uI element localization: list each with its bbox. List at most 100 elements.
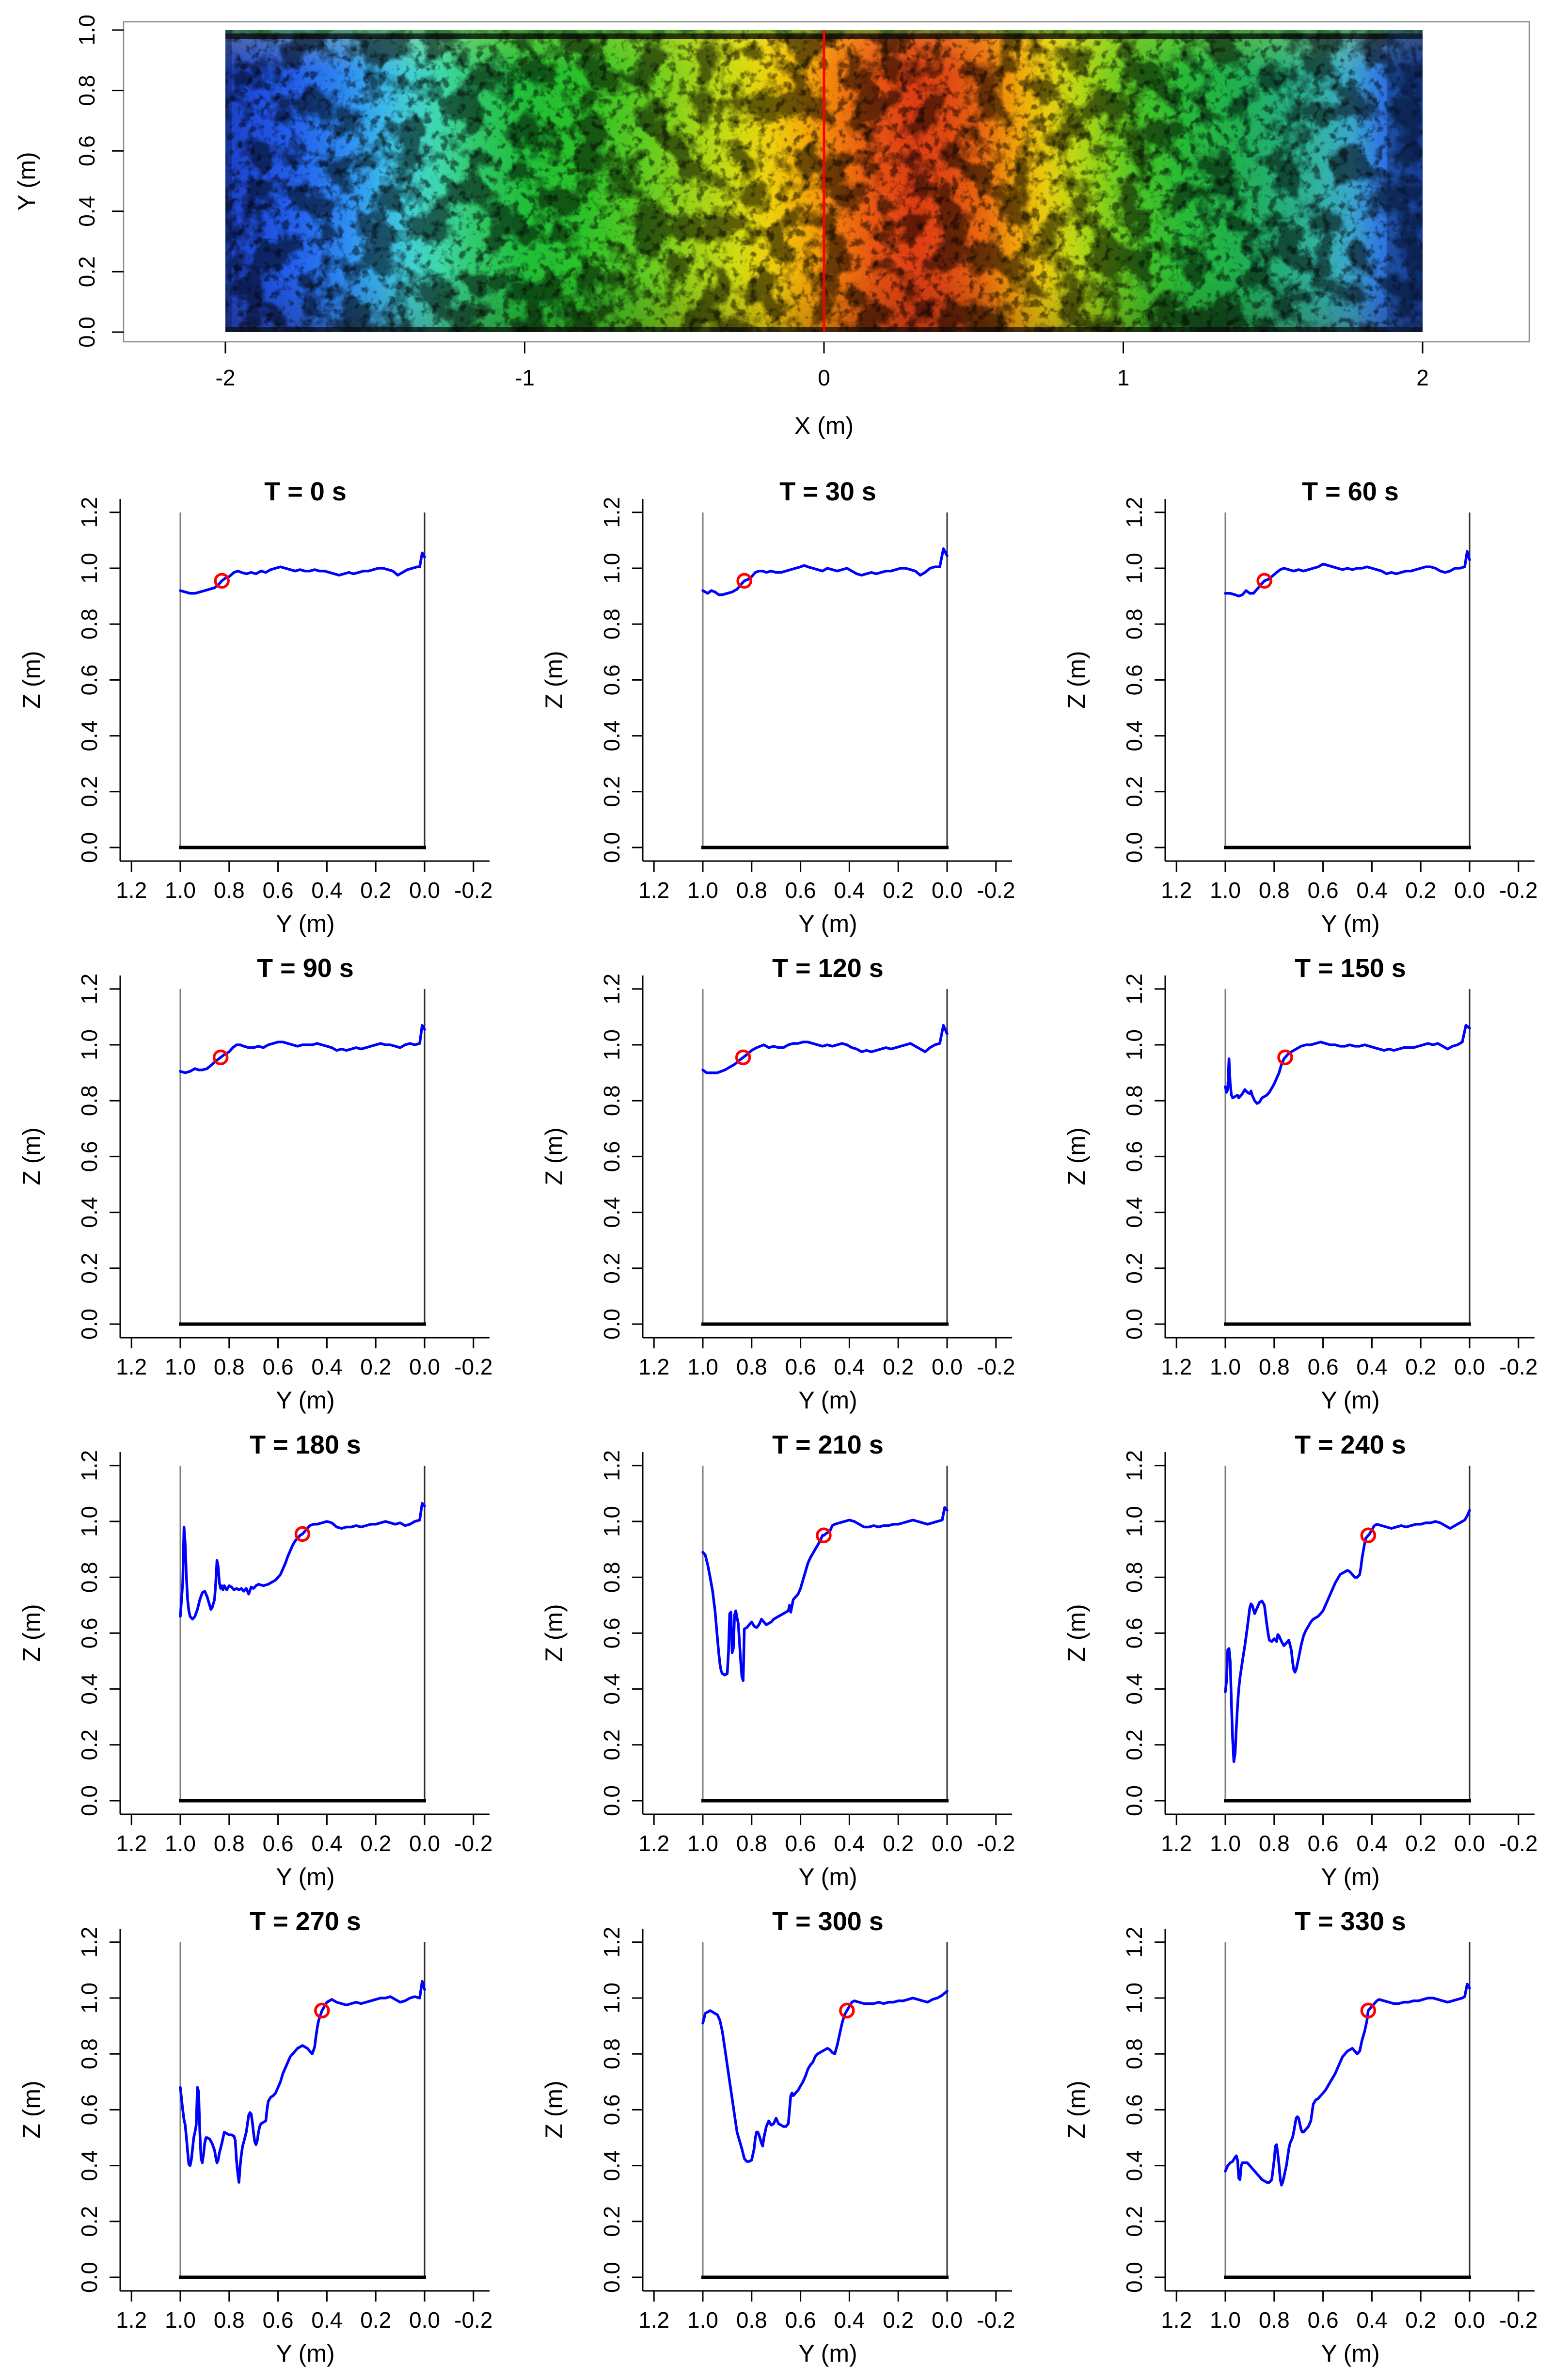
y-tick-label: 1.0: [1122, 1029, 1147, 1060]
x-tick-label: 0.4: [1356, 1354, 1387, 1379]
x-tick-label: 0.6: [785, 1354, 816, 1379]
x-tick-label: 1.2: [116, 1354, 147, 1379]
y-axis-title: Z (m): [1063, 651, 1090, 708]
x-tick-label: 0.2: [883, 1354, 914, 1379]
x-tick-label: 0.8: [214, 2307, 245, 2333]
y-tick-label: 0.8: [1122, 1562, 1147, 1593]
y-tick-label: 0.2: [599, 1253, 624, 1284]
y-tick-label: 1.2: [599, 1927, 624, 1958]
y-tick-label: 1.2: [77, 974, 102, 1005]
x-tick-label: 0.0: [1454, 1831, 1485, 1856]
y-tick-label: 1.2: [77, 1450, 102, 1481]
x-tick-label: 0.8: [1259, 2307, 1290, 2333]
subplot-title: T = 30 s: [779, 477, 876, 506]
y-tick-label: 0.4: [599, 2150, 624, 2181]
x-tick-label: 0.6: [1308, 2307, 1339, 2333]
profile-subplot-t0: T = 0 s 1.2 1.0 0.8 0.6 0.4 0.2 0.0 -0.2 0.0 0.2 0.…: [18, 477, 492, 937]
x-tick-label: 0.2: [1405, 878, 1436, 903]
x-tick-label: 0.6: [785, 2307, 816, 2333]
x-tick-label: 0.0: [409, 1354, 440, 1379]
profile-subplot-t150: T = 150 s 1.2 1.0 0.8 0.6 0.4 0.2 0.0 -0.2 0.0 0.2…: [1063, 954, 1537, 1414]
x-tick-label: 0.6: [1308, 1354, 1339, 1379]
profile-line: [1224, 1509, 1471, 1763]
x-axis-title: Y (m): [276, 1387, 334, 1414]
y-tick-label: 1.2: [1122, 497, 1147, 528]
y-tick-label: 0.6: [1122, 664, 1147, 695]
x-tick-label: 0.2: [360, 1354, 391, 1379]
y-tick-label: 1.2: [1122, 1927, 1147, 1958]
y-tick-label: 0.8: [77, 2038, 102, 2069]
subplot-title: T = 300 s: [772, 1907, 884, 1936]
x-tick-label: -0.2: [977, 1831, 1015, 1856]
y-tick-label: 0.4: [599, 720, 624, 752]
y-tick-label: 0.0: [1122, 2262, 1147, 2293]
x-axis-title: Y (m): [1321, 2340, 1379, 2367]
x-tick-label: 0.4: [1356, 1831, 1387, 1856]
x-tick-label: 0.0: [409, 878, 440, 903]
x-axis-title: Y (m): [276, 2340, 334, 2367]
y-tick-label: 0.0: [1122, 1309, 1147, 1340]
x-tick-label: 0.2: [883, 2307, 914, 2333]
x-tick-label: -0.2: [454, 2307, 492, 2333]
x-axis-title: Y (m): [798, 2340, 857, 2367]
scan-marker: [735, 1049, 751, 1066]
y-tick-label: 0.8: [599, 608, 624, 640]
x-tick-label: -0.2: [1499, 1831, 1537, 1856]
x-tick-label: 1.2: [638, 1354, 669, 1379]
x-tick-label: 0.4: [834, 878, 865, 903]
scan-marker: [736, 573, 752, 589]
x-tick-label: -0.2: [1499, 2307, 1537, 2333]
subplot-title: T = 60 s: [1302, 477, 1399, 506]
x-tick-label: 0.8: [736, 878, 767, 903]
y-tick-label: 0.0: [599, 1785, 624, 1816]
subplot-title: T = 210 s: [772, 1430, 884, 1459]
y-axis-title: Z (m): [540, 651, 568, 708]
y-tick-label: 1.0: [77, 1506, 102, 1537]
y-axis-title: Z (m): [540, 2080, 568, 2138]
dem-x-tick-label: 0: [818, 365, 830, 390]
subplot-title: T = 0 s: [264, 477, 347, 506]
x-tick-label: 1.2: [638, 2307, 669, 2333]
profile-line: [701, 547, 949, 596]
y-tick-label: 1.0: [1122, 553, 1147, 584]
dem-x-tick-label: 1: [1117, 365, 1130, 390]
profile-subplot-t300: T = 300 s 1.2 1.0 0.8 0.6 0.4 0.2 0.0 -0.2 0.0 0.2…: [540, 1907, 1015, 2367]
x-axis-title: Y (m): [276, 1863, 334, 1890]
dem-y-tick-label: 0.0: [74, 317, 99, 348]
x-tick-label: 0.2: [1405, 2307, 1436, 2333]
profile-subplot-t90: T = 90 s 1.2 1.0 0.8 0.6 0.4 0.2 0.0 -0.2 0.0 0.2 0…: [18, 954, 492, 1414]
x-tick-label: 0.2: [883, 878, 914, 903]
x-tick-label: 0.4: [1356, 878, 1387, 903]
y-tick-label: 0.6: [1122, 2094, 1147, 2125]
x-tick-label: 1.0: [165, 1354, 196, 1379]
x-tick-label: 0.6: [263, 1831, 294, 1856]
subplot-title: T = 90 s: [257, 954, 354, 983]
x-tick-label: 1.2: [1161, 1354, 1192, 1379]
x-tick-label: 1.0: [1210, 878, 1241, 903]
y-tick-label: 0.2: [1122, 1729, 1147, 1760]
dem-y-tick-label: 0.8: [74, 75, 99, 106]
profile-line: [701, 1506, 949, 1682]
y-tick-label: 0.8: [599, 1562, 624, 1593]
y-tick-label: 0.0: [599, 2262, 624, 2293]
y-tick-label: 1.0: [599, 553, 624, 584]
y-tick-label: 0.4: [1122, 720, 1147, 752]
y-tick-label: 1.2: [599, 974, 624, 1005]
y-tick-label: 0.8: [599, 2038, 624, 2069]
y-tick-label: 0.2: [77, 1253, 102, 1284]
x-tick-label: 0.6: [1308, 878, 1339, 903]
y-tick-label: 0.4: [1122, 1674, 1147, 1705]
x-tick-label: 1.0: [165, 878, 196, 903]
y-axis-title: Z (m): [1063, 1127, 1090, 1185]
x-tick-label: 1.0: [1210, 2307, 1241, 2333]
dem-plot-area: 0.0 0.2 0.4 0.6 0.8 1.0 -2 -1 0 1 2: [74, 15, 1530, 390]
x-tick-label: 0.0: [932, 1354, 963, 1379]
x-tick-label: 0.6: [263, 1354, 294, 1379]
y-tick-label: 1.2: [599, 1450, 624, 1481]
x-tick-label: 1.0: [687, 2307, 718, 2333]
x-tick-label: 1.2: [1161, 2307, 1192, 2333]
x-tick-label: 1.0: [165, 1831, 196, 1856]
profile-subplot-t210: T = 210 s 1.2 1.0 0.8 0.6 0.4 0.2 0.0 -0.2 0.0 0.2…: [540, 1430, 1015, 1890]
x-tick-label: 0.0: [1454, 2307, 1485, 2333]
profile-line: [179, 551, 426, 595]
